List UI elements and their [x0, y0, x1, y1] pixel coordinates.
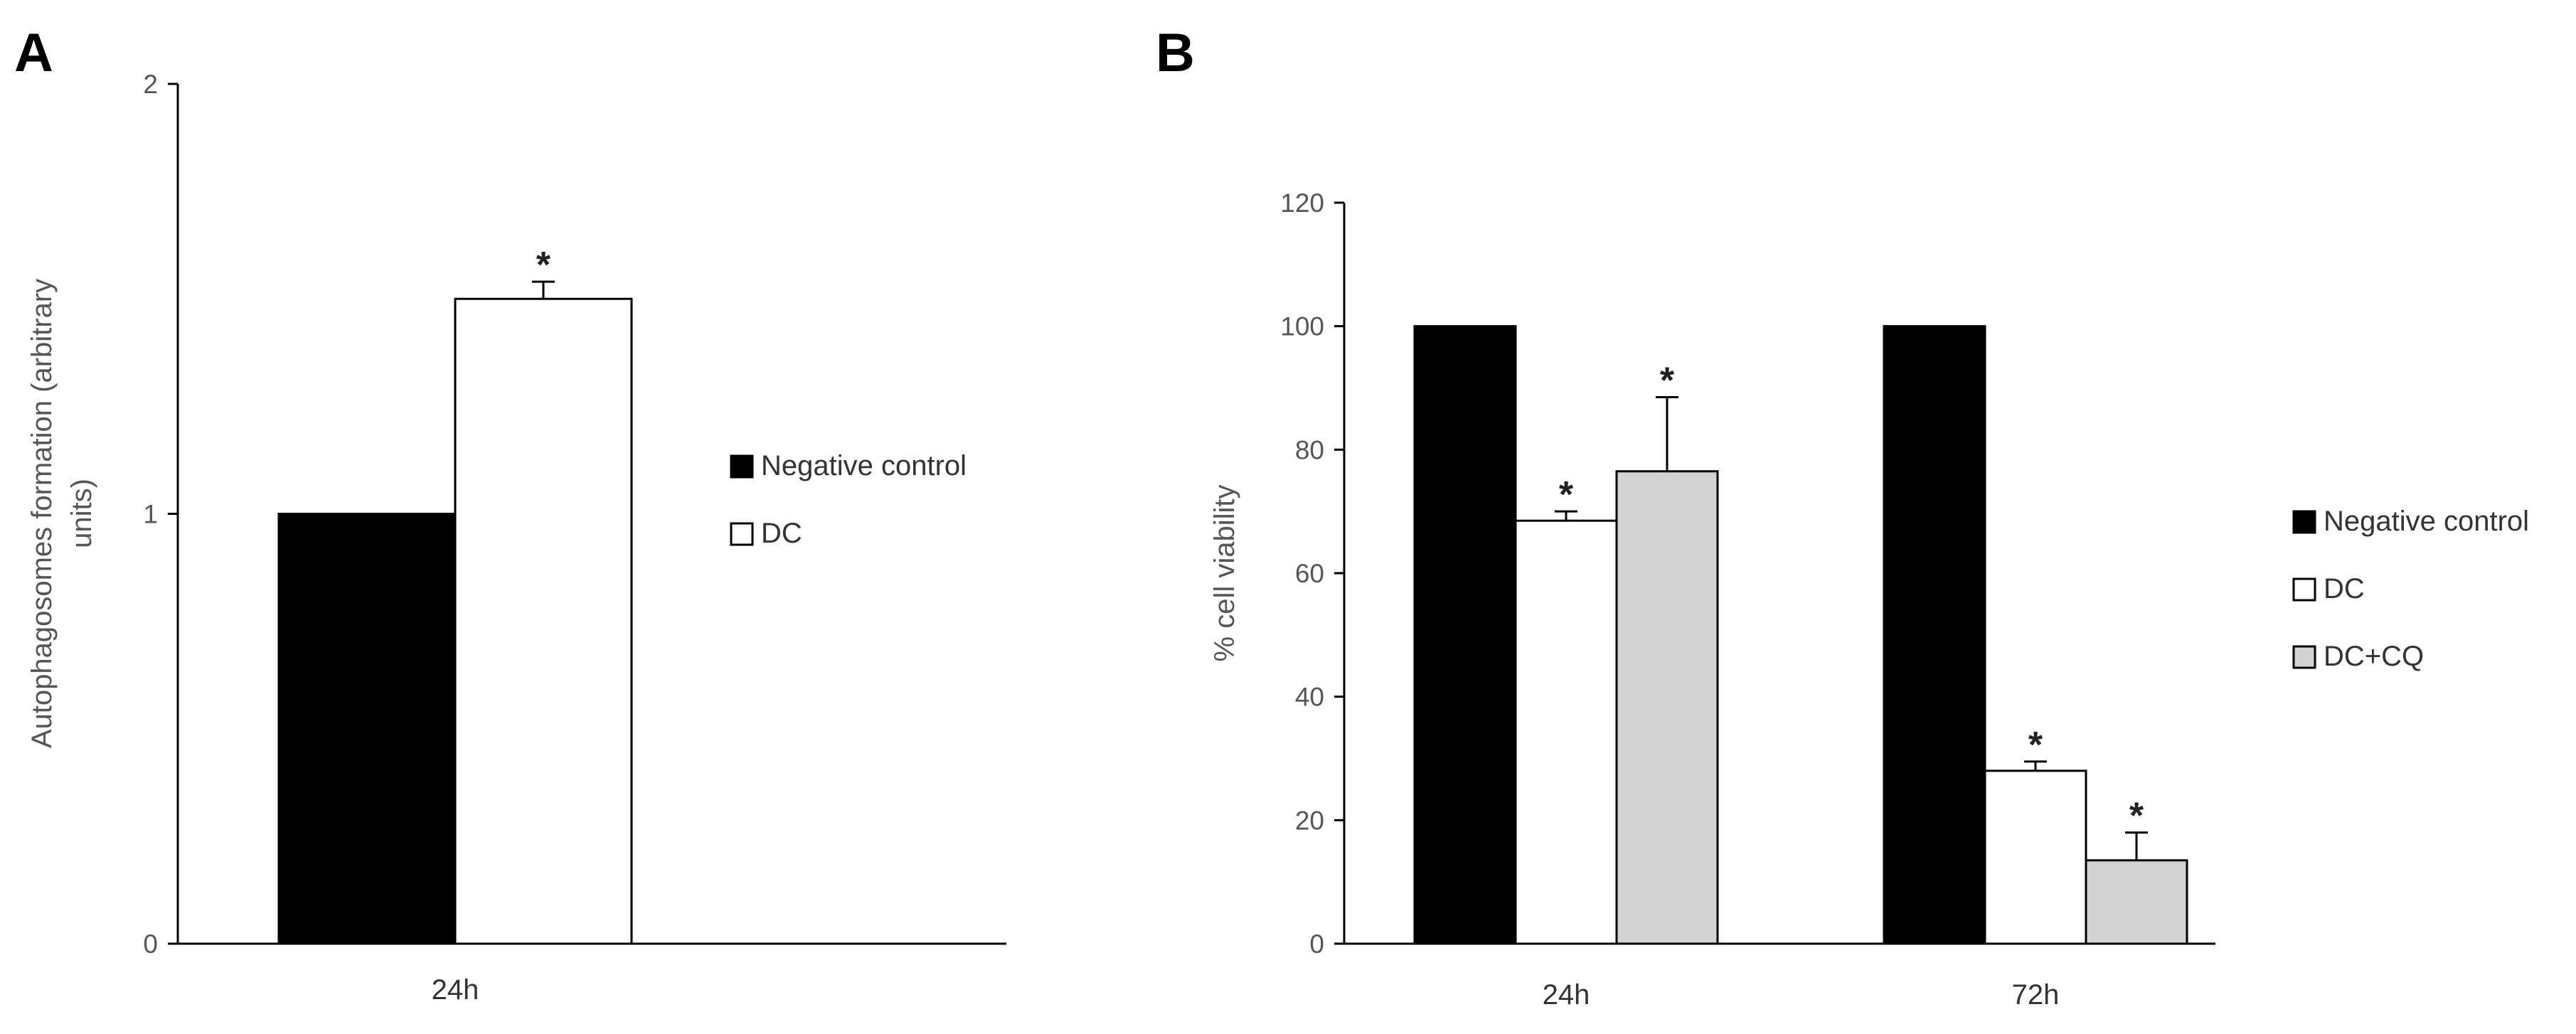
- x-category-label: 24h: [432, 974, 479, 1006]
- y-tick-label: 60: [1295, 559, 1324, 588]
- y-tick-label: 1: [143, 500, 158, 529]
- significance-marker: *: [536, 245, 551, 286]
- bar: [1413, 325, 1517, 945]
- significance-marker: *: [2129, 796, 2144, 837]
- x-category-label: 72h: [2012, 979, 2060, 1011]
- panel-b: B 0 20 40 60 80 100 120 % cell viability * * 24h * *…: [1156, 23, 2529, 1011]
- y-tick-label: 40: [1295, 683, 1324, 712]
- legend-swatch: [730, 522, 754, 546]
- bar: [277, 513, 457, 945]
- bar: [1615, 470, 1719, 945]
- bar: [454, 297, 633, 945]
- bar: [1514, 519, 1618, 945]
- significance-marker: *: [1559, 474, 1574, 516]
- y-tick-label: 100: [1280, 312, 1324, 341]
- panel-b-plot-area: 0 20 40 60 80 100 120 % cell viability * * 24h * * 72…: [1209, 188, 2215, 1011]
- bar: [1984, 769, 2087, 945]
- legend-label: Negative control: [761, 450, 967, 481]
- legend-swatch: [2292, 577, 2316, 602]
- legend-label: DC: [761, 518, 802, 549]
- y-tick-label: 0: [1309, 929, 1324, 959]
- bar: [1883, 325, 1986, 945]
- significance-marker: *: [1660, 361, 1675, 402]
- y-tick-label: 120: [1280, 188, 1324, 218]
- panel-b-legend: Negative control DC DC+CQ: [2292, 506, 2529, 672]
- x-category-label: 24h: [1543, 979, 1590, 1011]
- legend-label: Negative control: [2324, 506, 2529, 537]
- legend-swatch: [2292, 645, 2316, 669]
- panel-a-plot-area: 0 1 2 Autophagosomes formation (arbitrary un…: [26, 70, 1006, 1006]
- panel-b-letter: B: [1156, 23, 1195, 83]
- significance-marker: *: [2028, 725, 2043, 766]
- y-tick-label: 80: [1295, 435, 1324, 464]
- y-tick-label: 20: [1295, 806, 1324, 835]
- y-tick-label: 2: [143, 70, 158, 99]
- legend-swatch: [2292, 510, 2316, 534]
- legend-swatch: [730, 454, 754, 479]
- y-tick-label: 0: [143, 929, 158, 959]
- panel-a: A 0 1 2 Autophagosomes formation (arbitrary…: [14, 23, 1006, 1006]
- panel-a-letter: A: [14, 23, 53, 83]
- y-axis-label: % cell viability: [1209, 485, 1240, 662]
- legend-label: DC+CQ: [2324, 641, 2424, 672]
- y-axis-label: Autophagosomes formation (arbitrary units…: [26, 279, 97, 748]
- panel-a-legend: Negative control DC: [730, 450, 967, 549]
- legend-label: DC: [2324, 573, 2365, 604]
- bar: [2085, 859, 2188, 945]
